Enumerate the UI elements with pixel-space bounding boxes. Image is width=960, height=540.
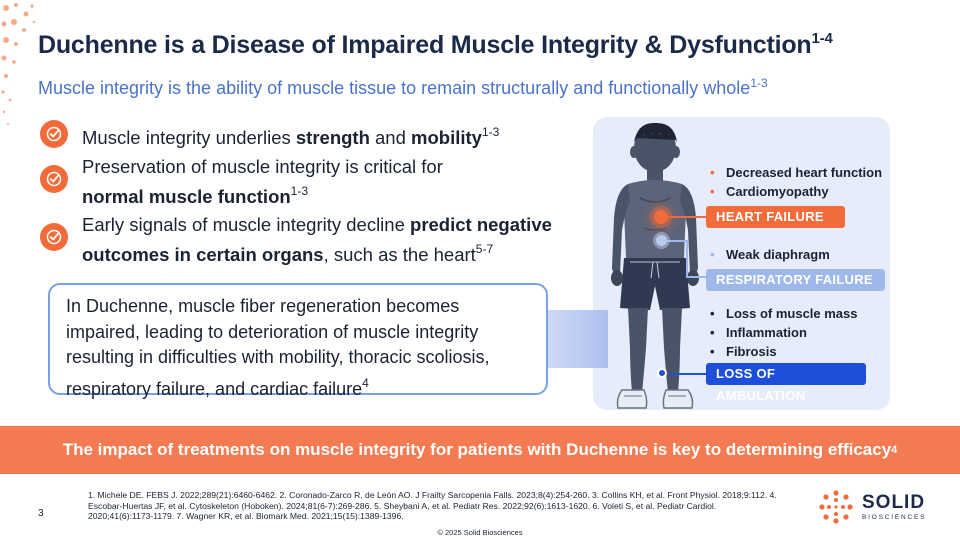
logo-subtitle: BIOSCIENCES <box>862 513 927 521</box>
list-item: Inflammation <box>706 323 858 342</box>
list-item: Decreased heart function <box>706 163 882 182</box>
list-item: Loss of muscle mass <box>706 304 858 323</box>
check-circle-icon <box>40 120 68 148</box>
heart-marker <box>654 210 668 224</box>
decorative-dot-pattern <box>1 3 36 125</box>
heart-symptom-list: Decreased heart function Cardiomyopathy <box>706 163 882 201</box>
bullet-muscle-function: Preservation of muscle integrity is crit… <box>40 154 443 209</box>
check-circle-icon <box>40 223 68 251</box>
respiratory-leader-line-vertical <box>686 240 688 276</box>
bullet-text: Early signals of muscle integrity declin… <box>82 214 552 265</box>
duchenne-callout-box: In Duchenne, muscle fiber regeneration b… <box>48 283 548 399</box>
diaphragm-marker <box>656 235 667 246</box>
slide-title: Duchenne is a Disease of Impaired Muscle… <box>38 30 833 59</box>
check-circle-icon <box>40 165 68 193</box>
bullet-text: Preservation of muscle integrity is crit… <box>82 156 443 207</box>
references: 1. Michele DE. FEBS J. 2022;289(21):6460… <box>88 490 777 522</box>
solid-dots-logo-icon <box>819 490 853 524</box>
respiratory-failure-tag: RESPIRATORY FAILURE <box>706 269 885 291</box>
bullet-text: Muscle integrity underlies strength and … <box>82 125 500 148</box>
ambulation-leader-line <box>669 373 706 375</box>
logo-wordmark: SOLID <box>862 491 926 513</box>
list-item: Cardiomyopathy <box>706 182 882 201</box>
bullet-strength-mobility: Muscle integrity underlies strength and … <box>40 120 499 150</box>
ambulation-symptom-list: Loss of muscle mass Inflammation Fibrosi… <box>706 304 858 361</box>
respiratory-leader-line-end <box>686 276 706 278</box>
leg-marker <box>657 368 667 378</box>
efficacy-banner: The impact of treatments on muscle integ… <box>0 426 960 474</box>
heart-leader-line <box>668 216 706 218</box>
list-item: Fibrosis <box>706 342 858 361</box>
loss-of-ambulation-tag: LOSS OF AMBULATION <box>706 363 866 403</box>
callout-connector <box>548 310 608 368</box>
solid-biosciences-logo: SOLID BIOSCIENCES <box>818 487 938 527</box>
respiratory-symptom-list: Weak diaphragm <box>706 245 830 264</box>
respiratory-leader-line <box>667 240 687 242</box>
heart-failure-tag: HEART FAILURE <box>706 206 845 228</box>
bullet-negative-outcomes: Early signals of muscle integrity declin… <box>40 212 552 267</box>
list-item: Weak diaphragm <box>706 245 830 264</box>
copyright: © 2025 Solid Biosciences <box>437 528 523 537</box>
boy-figure-illustration <box>611 122 699 409</box>
slide-subtitle: Muscle integrity is the ability of muscl… <box>38 76 768 98</box>
page-number: 3 <box>38 508 44 519</box>
